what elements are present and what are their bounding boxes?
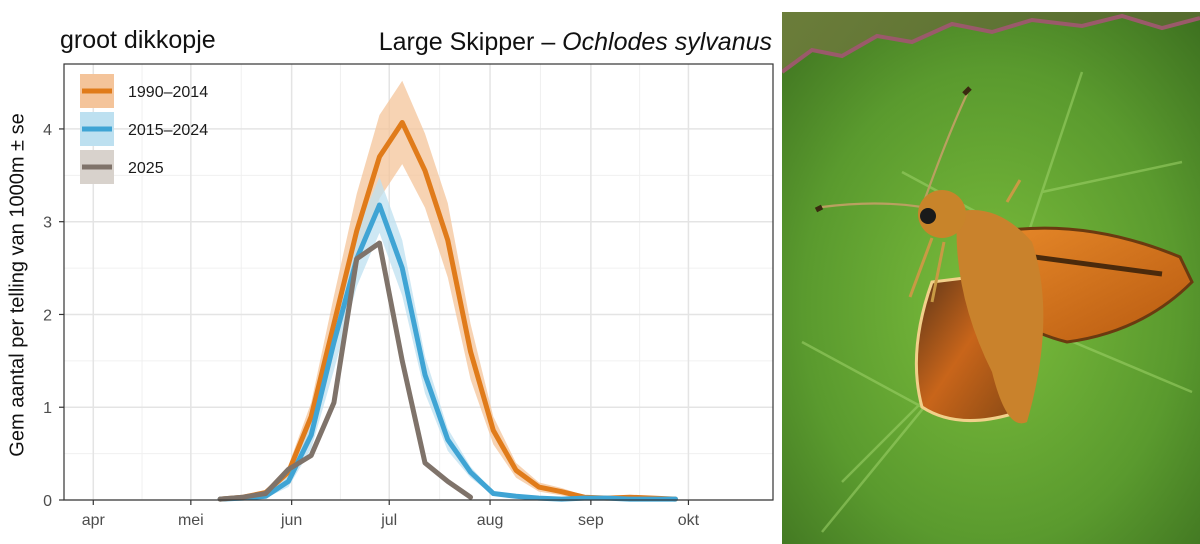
legend-label-2: 2025	[128, 160, 164, 177]
chart-panel: apr mei jun jul aug sep okt 0 1 2 3 4 1990–2014 2015–…	[6, 26, 774, 529]
y-tick-label: 4	[43, 122, 52, 139]
y-tick-label: 1	[43, 400, 52, 417]
chart-title-english: Large Skipper –	[378, 28, 563, 56]
y-tick-label: 3	[43, 215, 52, 232]
x-tick-label: apr	[82, 512, 106, 529]
x-tick-label: mei	[178, 512, 204, 529]
butterfly-photo-icon	[782, 12, 1200, 544]
chart-title-species: Large Skipper – Ochlodes sylvanus	[379, 28, 772, 57]
x-tick-label: aug	[477, 512, 504, 529]
legend-label-0: 1990–2014	[128, 84, 208, 101]
y-tick-label: 0	[43, 493, 52, 510]
phenology-chart: apr mei jun jul aug sep okt 0 1 2 3 4 1990–2014 2015–…	[43, 63, 774, 529]
legend-label-1: 2015–2024	[128, 122, 208, 139]
y-tick-label: 2	[43, 307, 52, 324]
chart-title-latin: Ochlodes sylvanus	[562, 28, 772, 56]
plot-border	[63, 63, 774, 501]
chart-title-dutch: groot dikkopje	[60, 26, 216, 54]
x-tick-label: okt	[678, 512, 700, 529]
series-line-2	[217, 240, 474, 502]
butterfly-photo	[782, 12, 1200, 544]
x-tick-label: jun	[280, 512, 302, 529]
x-tick-label: sep	[578, 512, 604, 529]
y-axis-label: Gem aantal per telling van 1000m ± se	[6, 113, 29, 457]
x-tick-label: jul	[380, 512, 397, 529]
